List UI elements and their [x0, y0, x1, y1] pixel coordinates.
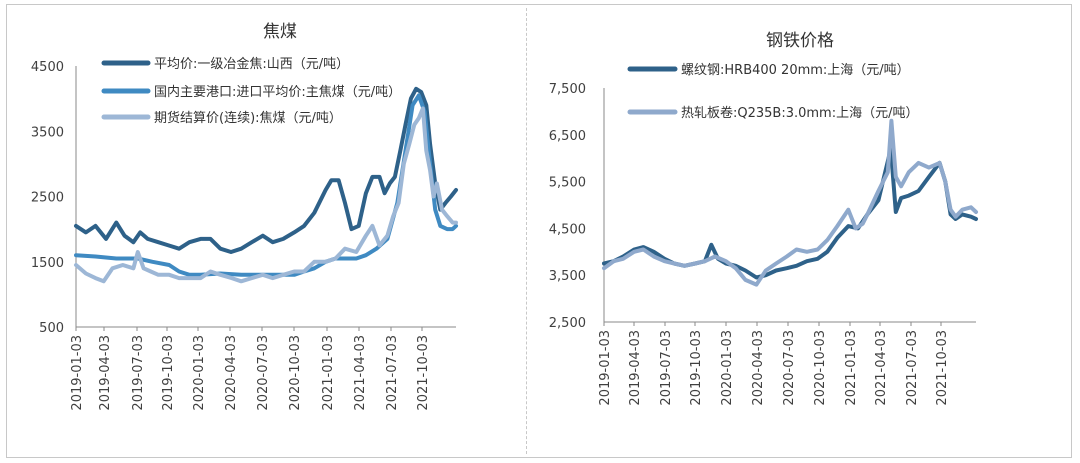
y-tick-label: 7,500 [549, 82, 586, 97]
legend-label: 国内主要港口:进口平均价:主焦煤（元/吨） [154, 84, 401, 100]
x-tick-label: 2021-10-03 [935, 330, 950, 406]
legend-label: 平均价:一级冶金焦:山西（元/吨） [154, 56, 349, 72]
y-tick-label: 5,500 [549, 176, 586, 191]
x-tick-label: 2021-07-03 [385, 335, 400, 411]
x-tick-label: 2019-04-03 [98, 335, 113, 411]
x-tick-label: 2020-04-03 [751, 330, 766, 406]
x-tick-label: 2021-10-03 [416, 335, 431, 411]
series-line-3 [74, 106, 458, 284]
legend-label: 热轧板卷:Q235B:3.0mm:上海（元/吨） [681, 105, 919, 121]
y-tick-label: 3,500 [549, 269, 586, 284]
series-line-2 [602, 118, 978, 287]
chart-2: 钢铁价格 7,500 6,500 5,500 4,500 3,500 2,500 2019-0… [549, 31, 978, 406]
x-tick-label: 2020-07-03 [256, 335, 271, 411]
x-tick-label: 2020-01-03 [720, 330, 735, 406]
y-tick-label: 2,500 [549, 316, 586, 331]
y-tick-label: 4,500 [549, 222, 586, 237]
x-tick-label: 2019-01-03 [598, 330, 613, 406]
x-tick-label: 2021-04-03 [353, 335, 368, 411]
x-tick-label: 2021-01-03 [321, 335, 336, 411]
x-tick-label: 2019-10-03 [689, 330, 704, 406]
x-tick-label: 2019-04-03 [628, 330, 643, 406]
chart-title: 钢铁价格 [766, 31, 834, 51]
x-tick-label: 2021-04-03 [874, 330, 889, 406]
x-tick-label: 2020-10-03 [813, 330, 828, 406]
x-tick-label: 2020-07-03 [782, 330, 797, 406]
y-tick-label: 4500 [31, 60, 64, 75]
y-tick-label: 2500 [31, 191, 64, 206]
chart-1: 焦煤 4500 3500 2500 1500 500 2019-01-03 2019-04-0… [31, 22, 458, 411]
x-tick-label: 2020-10-03 [288, 335, 303, 411]
legend-label: 期货结算价(连续):焦煤（元/吨） [154, 110, 342, 126]
chart-title: 焦煤 [263, 22, 297, 42]
x-tick-label: 2020-04-03 [224, 335, 239, 411]
x-tick-label: 2020-01-03 [192, 335, 207, 411]
y-tick-label: 500 [39, 321, 64, 336]
x-tick-label: 2019-01-03 [70, 335, 85, 411]
y-tick-label: 6,500 [549, 129, 586, 144]
y-tick-label: 3500 [31, 125, 64, 140]
series-line-1 [74, 86, 458, 254]
panel-divider [526, 8, 527, 454]
figure-frame [6, 4, 1072, 458]
x-tick-label: 2019-07-03 [131, 335, 146, 411]
y-tick-label: 1500 [31, 256, 64, 271]
x-tick-label: 2019-10-03 [161, 335, 176, 411]
legend-label: 螺纹钢:HRB400 20mm:上海（元/吨） [681, 63, 910, 78]
x-tick-label: 2021-01-03 [844, 330, 859, 406]
x-tick-label: 2021-07-03 [905, 330, 920, 406]
x-tick-label: 2019-07-03 [659, 330, 674, 406]
